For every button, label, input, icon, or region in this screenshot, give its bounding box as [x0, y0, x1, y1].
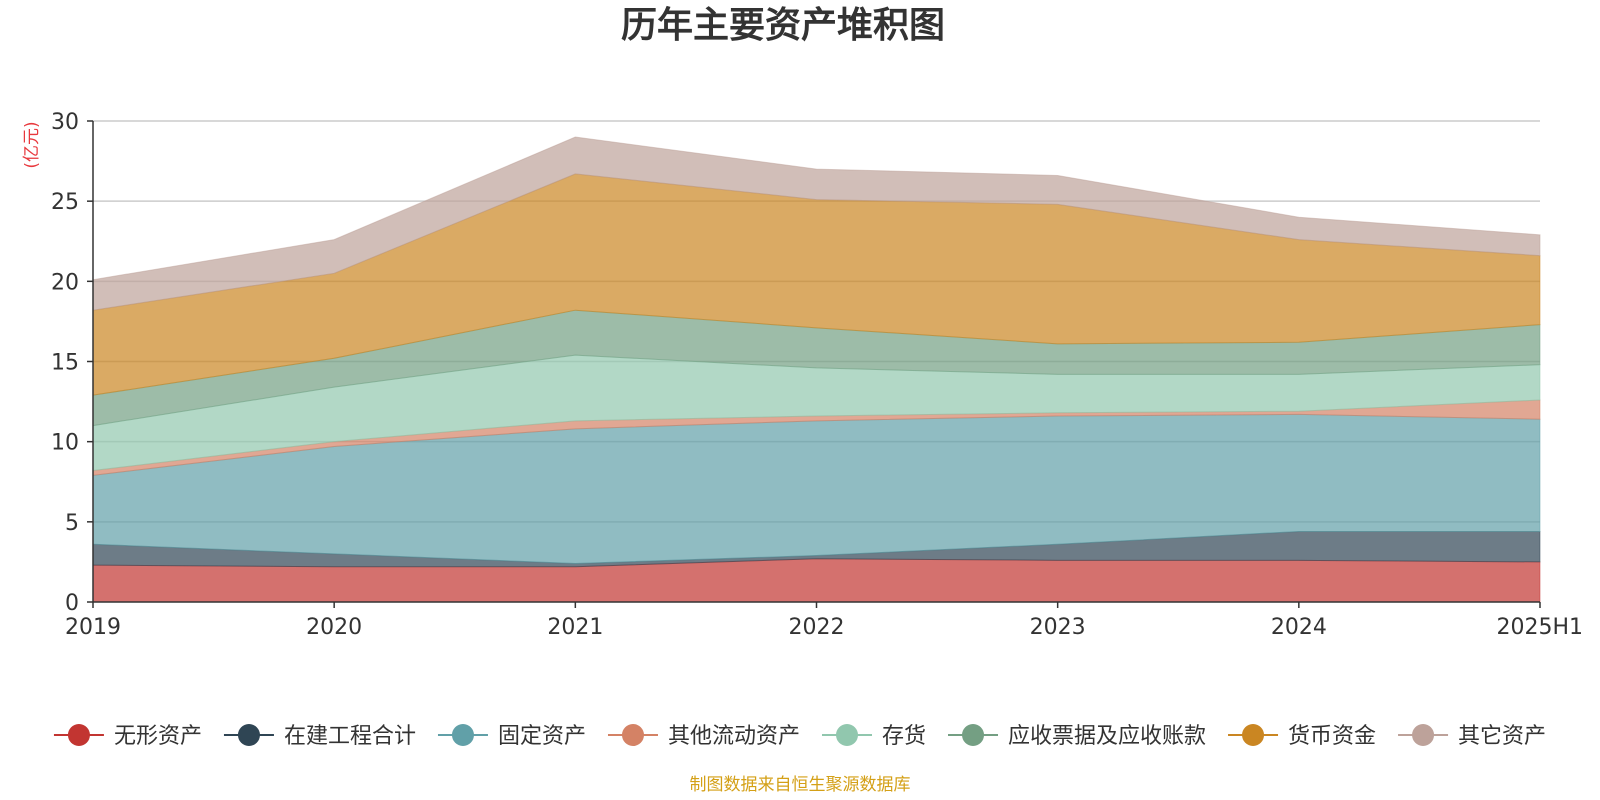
- x-tick-label-4: 2023: [1030, 615, 1086, 640]
- legend-marker-4: [836, 724, 858, 746]
- area-series: [92, 136, 1541, 603]
- y-axis-unit-label: (亿元): [22, 121, 42, 168]
- y-tick-label-3: 15: [51, 351, 79, 376]
- legend-label-4: 存货: [882, 724, 926, 749]
- legend-label-0: 无形资产: [114, 724, 202, 749]
- y-tick-label-5: 25: [51, 190, 79, 215]
- legend-label-6: 货币资金: [1288, 724, 1376, 749]
- legend-marker-7: [1412, 724, 1435, 746]
- chart-title: 历年主要资产堆积图: [621, 5, 945, 46]
- x-tick-label-5: 2024: [1271, 615, 1327, 640]
- legend-label-3: 其他流动资产: [668, 724, 800, 749]
- legend-item-6[interactable]: 货币资金: [1228, 724, 1376, 749]
- legend-item-5[interactable]: 应收票据及应收账款: [948, 724, 1206, 749]
- legend-label-1: 在建工程合计: [284, 724, 416, 749]
- legend-label-7: 其它资产: [1458, 724, 1546, 749]
- y-tick-label-0: 0: [65, 591, 79, 616]
- legend-marker-6: [1242, 724, 1265, 746]
- legend-item-3[interactable]: 其他流动资产: [607, 724, 800, 749]
- legend-item-0[interactable]: 无形资产: [53, 724, 202, 749]
- y-tick-label-4: 20: [51, 270, 79, 295]
- legend-marker-1: [237, 724, 260, 746]
- legend-marker-5: [962, 724, 985, 746]
- x-tick-label-0: 2019: [65, 615, 121, 640]
- area-series-7[interactable]: [92, 136, 1541, 311]
- legend: 无形资产 在建工程合计 固定资产 其他流动资产 存货 应收票据及应收账款 货币资金 其它资产: [53, 724, 1546, 749]
- legend-marker-0: [67, 724, 90, 746]
- y-tick-label-6: 30: [51, 110, 79, 135]
- y-tick-label-1: 5: [65, 511, 79, 536]
- legend-item-4[interactable]: 存货: [822, 724, 926, 749]
- legend-item-1[interactable]: 在建工程合计: [223, 724, 416, 749]
- y-tick-label-2: 10: [51, 431, 79, 456]
- data-source-note: 制图数据来自恒生聚源数据库: [690, 775, 911, 795]
- legend-marker-3: [621, 724, 644, 746]
- legend-label-2: 固定资产: [498, 724, 586, 749]
- x-tick-label-2: 2021: [547, 615, 603, 640]
- x-tick-label-3: 2022: [789, 615, 845, 640]
- legend-item-2[interactable]: 固定资产: [437, 724, 586, 749]
- x-tick-label-6: 2025H1: [1496, 615, 1583, 640]
- legend-item-7[interactable]: 其它资产: [1398, 724, 1546, 749]
- legend-marker-2: [451, 724, 474, 746]
- x-tick-label-1: 2020: [306, 615, 362, 640]
- axes: 0 5 10 15 20 25 30 2019 2020 2021 2022 2023 2024 2025…: [51, 110, 1583, 640]
- legend-label-5: 应收票据及应收账款: [1008, 724, 1206, 749]
